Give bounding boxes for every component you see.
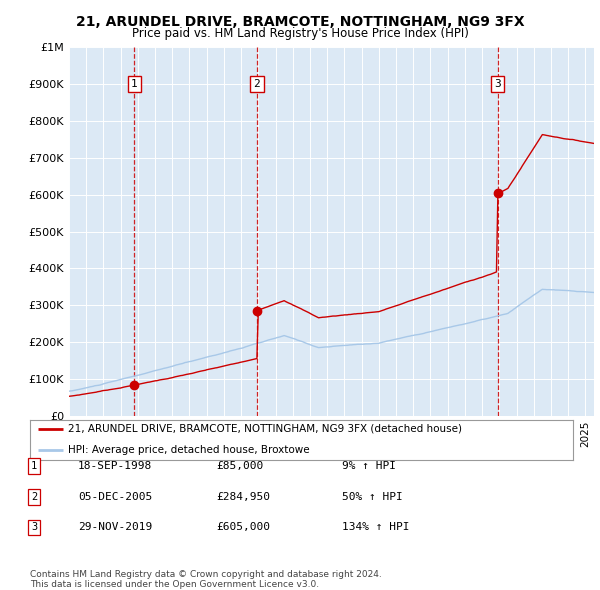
Text: Price paid vs. HM Land Registry's House Price Index (HPI): Price paid vs. HM Land Registry's House …	[131, 27, 469, 40]
Text: 2: 2	[254, 79, 260, 89]
Text: £284,950: £284,950	[216, 492, 270, 502]
Text: 50% ↑ HPI: 50% ↑ HPI	[342, 492, 403, 502]
Text: 21, ARUNDEL DRIVE, BRAMCOTE, NOTTINGHAM, NG9 3FX (detached house): 21, ARUNDEL DRIVE, BRAMCOTE, NOTTINGHAM,…	[68, 424, 462, 434]
Text: 29-NOV-2019: 29-NOV-2019	[78, 523, 152, 532]
Text: 9% ↑ HPI: 9% ↑ HPI	[342, 461, 396, 471]
Text: HPI: Average price, detached house, Broxtowe: HPI: Average price, detached house, Brox…	[68, 445, 310, 455]
Text: 134% ↑ HPI: 134% ↑ HPI	[342, 523, 409, 532]
Text: 05-DEC-2005: 05-DEC-2005	[78, 492, 152, 502]
Text: 21, ARUNDEL DRIVE, BRAMCOTE, NOTTINGHAM, NG9 3FX: 21, ARUNDEL DRIVE, BRAMCOTE, NOTTINGHAM,…	[76, 15, 524, 30]
Text: £85,000: £85,000	[216, 461, 263, 471]
Text: 3: 3	[494, 79, 501, 89]
Text: 2: 2	[31, 492, 37, 502]
Text: This data is licensed under the Open Government Licence v3.0.: This data is licensed under the Open Gov…	[30, 579, 319, 589]
Text: 18-SEP-1998: 18-SEP-1998	[78, 461, 152, 471]
Text: 1: 1	[131, 79, 137, 89]
Text: 3: 3	[31, 523, 37, 532]
Text: 1: 1	[31, 461, 37, 471]
Text: Contains HM Land Registry data © Crown copyright and database right 2024.: Contains HM Land Registry data © Crown c…	[30, 570, 382, 579]
Text: £605,000: £605,000	[216, 523, 270, 532]
